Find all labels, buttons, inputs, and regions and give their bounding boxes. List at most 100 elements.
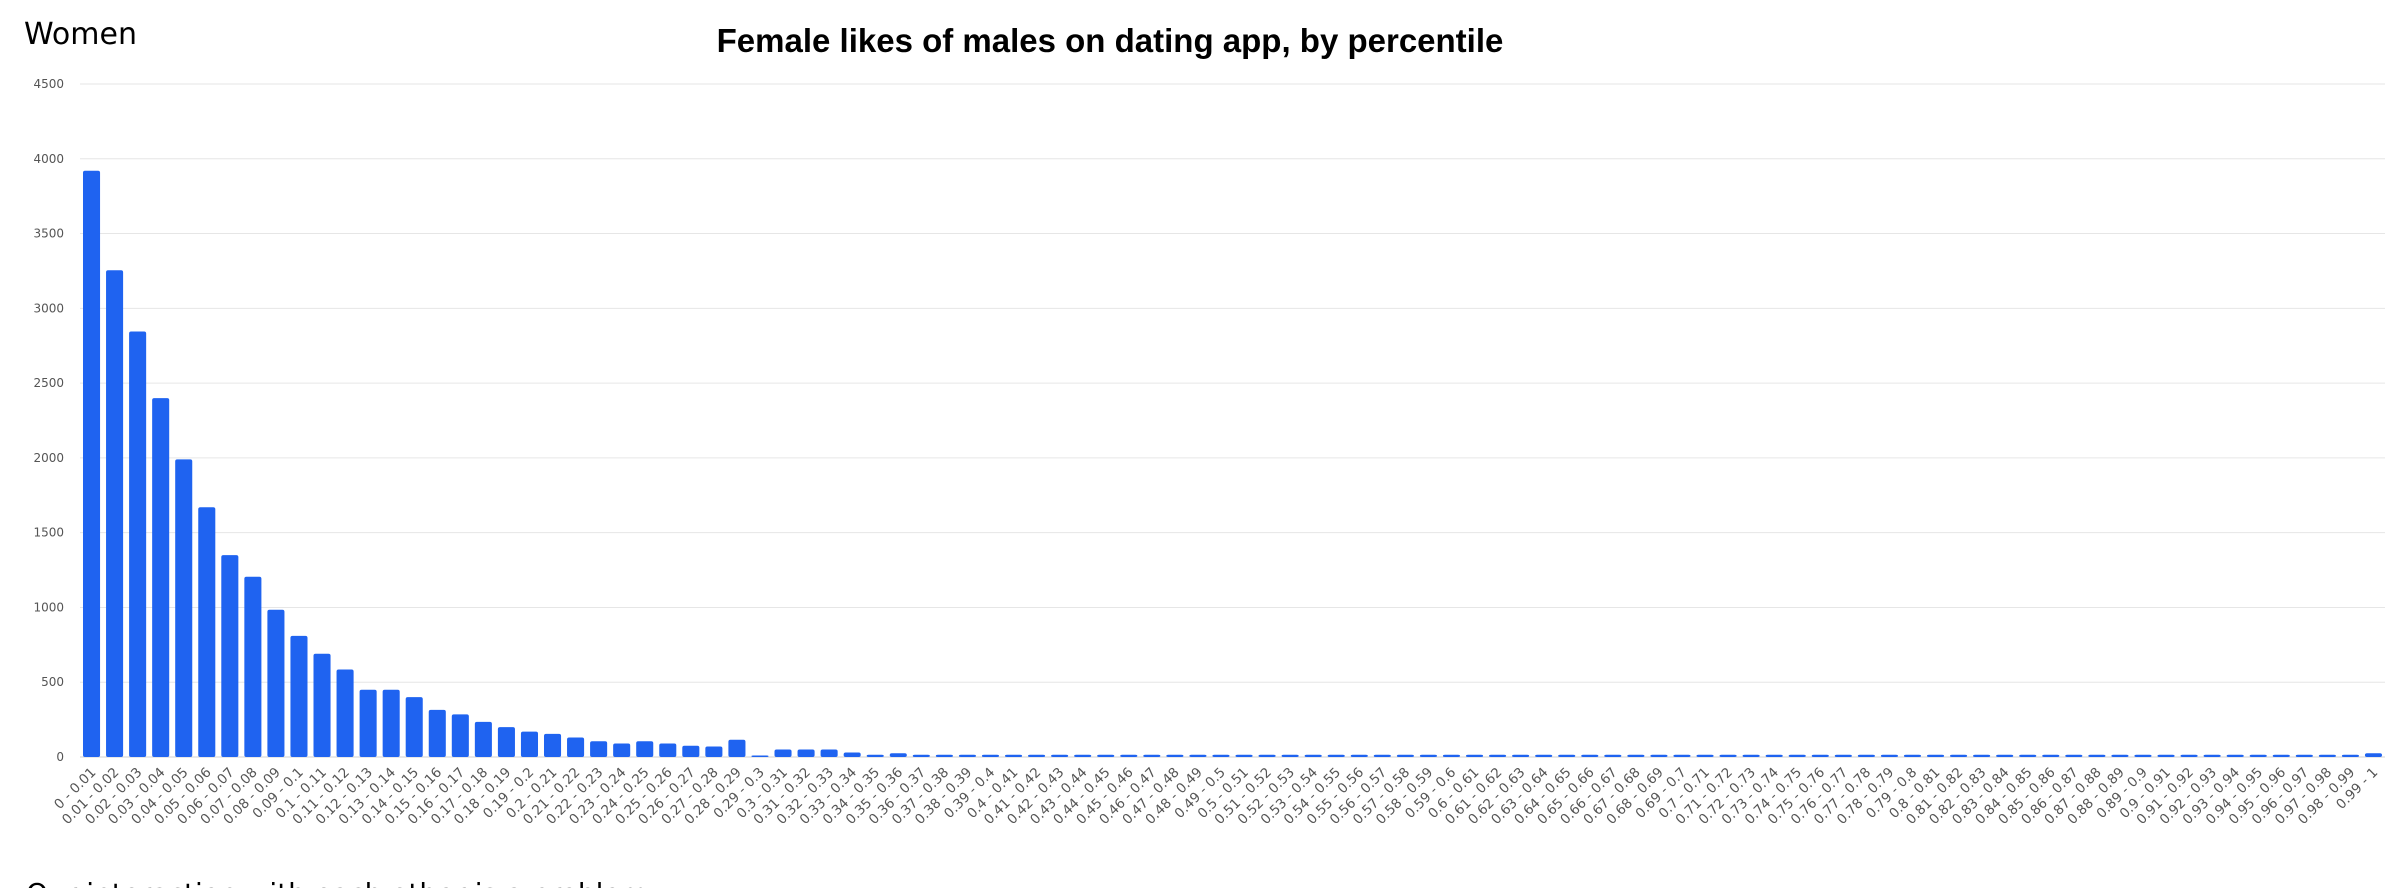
- bar: [1926, 754, 1945, 757]
- bar: [2364, 753, 2383, 757]
- bar: [1765, 754, 1783, 757]
- bar: [2019, 754, 2037, 757]
- y-tick-label: 500: [41, 675, 64, 689]
- bar: [1788, 754, 1806, 757]
- bar: [1627, 754, 1645, 757]
- bar: [728, 739, 746, 757]
- bar: [1880, 754, 1898, 757]
- bar: [1604, 754, 1622, 757]
- bar: [2203, 754, 2221, 757]
- bar: [313, 653, 331, 757]
- bar: [590, 741, 608, 757]
- bars: [82, 170, 2383, 758]
- bar: [1650, 754, 1668, 757]
- bar: [567, 737, 585, 757]
- bar: [221, 555, 239, 757]
- bar: [1028, 754, 1046, 757]
- bar: [1811, 754, 1829, 757]
- bar: [244, 576, 262, 757]
- y-tick-label: 4000: [33, 152, 64, 166]
- bar: [2065, 754, 2083, 757]
- bar: [774, 749, 792, 757]
- y-tick-label: 0: [56, 750, 64, 764]
- bar: [613, 743, 631, 757]
- bar: [1512, 754, 1530, 757]
- bar: [1166, 754, 1184, 757]
- bar: [1258, 754, 1276, 757]
- bar: [290, 635, 308, 757]
- bar: [1834, 754, 1852, 757]
- bar: [659, 743, 677, 757]
- bar: [935, 754, 953, 757]
- bar: [682, 745, 700, 757]
- bar: [175, 459, 193, 757]
- bar: [2111, 754, 2129, 757]
- bar: [497, 727, 515, 757]
- bar: [958, 754, 976, 757]
- gridlines: [80, 83, 2385, 758]
- bar: [1350, 754, 1368, 757]
- bar: [2318, 754, 2336, 757]
- bar: [1189, 754, 1207, 757]
- bar: [1396, 754, 1414, 757]
- bar: [1212, 754, 1230, 757]
- bar: [1581, 754, 1599, 757]
- bar: [1304, 754, 1322, 757]
- bar: [2042, 754, 2060, 757]
- y-tick-label: 1000: [33, 600, 64, 614]
- bar: [1097, 754, 1115, 757]
- bar: [451, 714, 469, 757]
- bar: [2249, 754, 2267, 757]
- bar: [198, 507, 216, 757]
- bar: [1558, 754, 1576, 757]
- bar: [1281, 754, 1299, 757]
- bar: [1327, 754, 1345, 757]
- bar: [1442, 754, 1461, 757]
- bar: [1903, 754, 1922, 757]
- bar: [1419, 754, 1437, 757]
- chart-title: Female likes of males on dating app, by …: [717, 22, 1504, 59]
- bar: [1996, 754, 2014, 757]
- bar: [1465, 754, 1484, 757]
- bar: [1143, 754, 1161, 757]
- bar: [1489, 754, 1507, 757]
- bar: [82, 170, 101, 758]
- bar: [2272, 754, 2290, 757]
- bar: [1950, 754, 1968, 757]
- bar: [2341, 754, 2359, 757]
- bar: [1535, 754, 1553, 757]
- bar: [474, 721, 492, 757]
- bar: [2226, 754, 2244, 757]
- bar: [106, 270, 124, 757]
- y-axis-ticks: 0 500 1000 1500 2000 2500 3000 3500 4000 4500: [33, 77, 64, 764]
- bar: [1235, 754, 1253, 757]
- bar: [1051, 754, 1069, 757]
- bar: [2295, 754, 2313, 757]
- bar: [1719, 754, 1737, 757]
- bar: [543, 733, 562, 757]
- x-axis-ticks: 0 - 0.010.01 - 0.020.02 - 0.030.03 - 0.0…: [51, 765, 2381, 828]
- bar: [1373, 754, 1391, 757]
- bar: [1673, 754, 1691, 757]
- section-label: Women: [24, 17, 137, 52]
- bar: [636, 741, 654, 757]
- bar: [267, 609, 285, 757]
- bar: [1004, 754, 1023, 757]
- bar: [520, 731, 539, 757]
- bar: [129, 331, 147, 757]
- bar: [359, 689, 377, 757]
- bar: [981, 754, 1000, 757]
- footer-partial-text: Our interaction with each other is a pro…: [26, 877, 648, 888]
- bar: [912, 754, 930, 757]
- y-tick-label: 2500: [33, 376, 64, 390]
- bar: [2180, 754, 2198, 757]
- bar: [2134, 754, 2152, 757]
- bar: [152, 398, 170, 757]
- bar: [1742, 754, 1760, 757]
- bar: [705, 746, 723, 757]
- bar: [428, 709, 446, 757]
- bar: [1074, 754, 1092, 757]
- bar: [2157, 754, 2175, 757]
- bar: [820, 749, 838, 757]
